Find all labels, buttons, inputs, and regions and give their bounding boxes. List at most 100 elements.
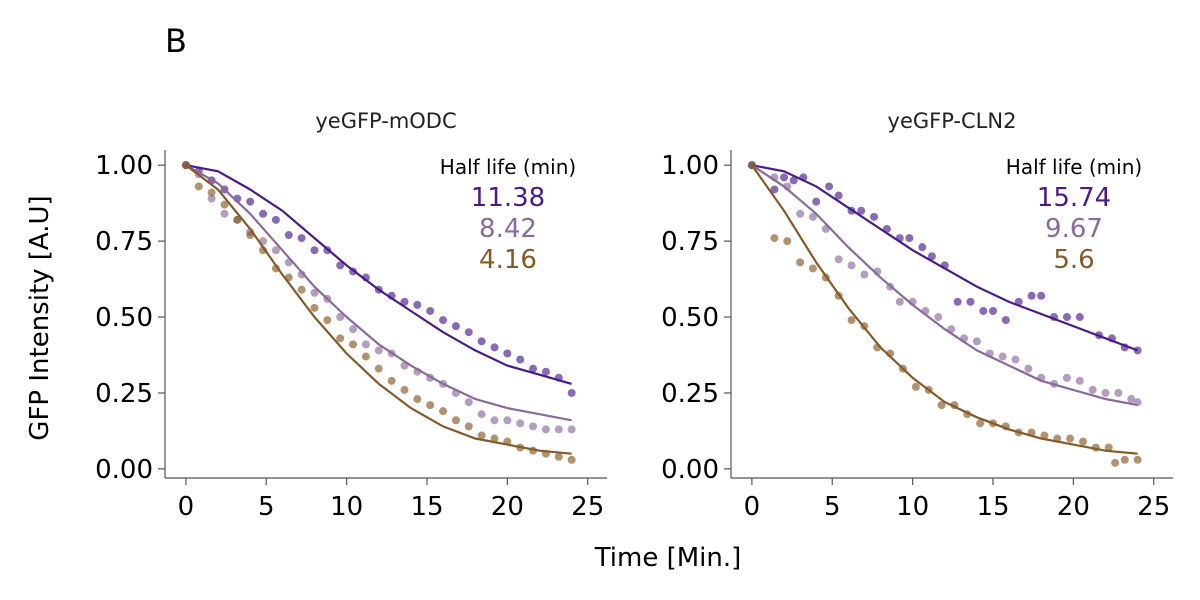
data-point — [516, 355, 525, 364]
data-point — [349, 340, 358, 349]
data-point — [780, 173, 789, 182]
data-point — [857, 206, 866, 215]
chart-title: yeGFP-CLN2 — [888, 109, 1017, 133]
data-point — [770, 234, 779, 243]
data-point — [349, 325, 358, 334]
data-point — [194, 182, 203, 191]
series-3 — [747, 161, 1142, 467]
x-tick-label: 15 — [976, 492, 1009, 522]
fit-curve — [185, 164, 572, 422]
data-point — [1078, 437, 1087, 446]
data-point — [1062, 313, 1071, 322]
x-tick-label: 10 — [330, 492, 363, 522]
data-point — [490, 434, 499, 443]
data-point — [1114, 388, 1123, 397]
data-point — [988, 306, 997, 315]
y-tick-label: 0.00 — [95, 455, 153, 485]
data-point — [541, 367, 550, 376]
data-point — [310, 246, 319, 255]
data-point — [207, 188, 216, 197]
data-point — [976, 419, 985, 428]
data-point — [477, 431, 486, 440]
series-2 — [747, 161, 1142, 407]
fit-curve — [751, 164, 1138, 352]
data-point — [1075, 313, 1084, 322]
data-point — [220, 209, 229, 218]
data-point — [1027, 291, 1036, 300]
data-point — [503, 349, 512, 358]
data-point — [310, 303, 319, 312]
chart-panel-2: yeGFP-CLN2 0 5 10 15 20 25 0.00 0.25 0.50 0.75 1.00… — [661, 109, 1173, 522]
data-point — [770, 185, 779, 194]
half-life-value: 5.6 — [1053, 245, 1094, 275]
data-point — [413, 395, 422, 404]
fit-curve — [185, 164, 572, 455]
data-point — [567, 455, 576, 464]
half-life-title: Half life (min) — [1006, 155, 1142, 179]
data-point — [400, 297, 409, 306]
data-point — [1133, 346, 1142, 355]
data-point — [246, 197, 255, 206]
x-tick-label: 5 — [824, 492, 841, 522]
y-tick-label: 0.25 — [95, 379, 153, 409]
data-point — [1101, 388, 1110, 397]
data-point — [284, 231, 293, 240]
data-point — [464, 398, 473, 407]
x-tick-label: 0 — [178, 492, 195, 522]
data-point — [870, 212, 879, 221]
data-point — [796, 209, 805, 218]
data-point — [220, 200, 229, 209]
data-point — [808, 264, 817, 273]
fit-curve — [185, 164, 572, 385]
data-point — [554, 425, 563, 434]
chart-title: yeGFP-mODC — [315, 109, 456, 133]
data-point — [953, 297, 962, 306]
y-tick-label: 1.00 — [95, 151, 153, 181]
data-point — [400, 385, 409, 394]
data-point — [259, 209, 268, 218]
half-life-value: 9.67 — [1045, 214, 1103, 244]
data-point — [477, 337, 486, 346]
data-point — [297, 234, 306, 243]
half-life-title: Half life (min) — [440, 155, 576, 179]
data-point — [374, 364, 383, 373]
data-point — [529, 422, 538, 431]
data-point — [1127, 395, 1136, 404]
data-point — [1037, 291, 1046, 300]
data-point — [297, 270, 306, 279]
data-point — [1066, 434, 1075, 443]
data-point — [490, 416, 499, 425]
data-point — [911, 382, 920, 391]
data-point — [847, 261, 856, 270]
data-point — [207, 194, 216, 203]
data-point — [972, 337, 981, 346]
x-tick-label: 20 — [1057, 492, 1090, 522]
data-point — [310, 288, 319, 297]
panel-label: B — [165, 22, 187, 60]
data-point — [336, 261, 345, 270]
data-point — [934, 313, 943, 322]
data-point — [1111, 458, 1120, 467]
x-tick-label: 25 — [1137, 492, 1170, 522]
data-point — [979, 306, 988, 315]
chart-panel-1: yeGFP-mODC 0 5 10 15 20 25 0.00 0.25 0.50 0.75 1.00… — [95, 109, 607, 522]
half-life-value: 11.38 — [471, 183, 545, 213]
y-tick-label: 0.25 — [661, 379, 719, 409]
data-point — [860, 270, 869, 279]
data-point — [439, 407, 448, 416]
y-tick-label: 0.50 — [661, 303, 719, 333]
y-tick-label: 0.50 — [95, 303, 153, 333]
data-point — [503, 416, 512, 425]
x-tick-label: 20 — [491, 492, 524, 522]
data-point — [477, 410, 486, 419]
data-point — [451, 416, 460, 425]
data-point — [812, 197, 821, 206]
data-point — [937, 401, 946, 410]
half-life-value: 15.74 — [1037, 183, 1111, 213]
data-point — [905, 234, 914, 243]
series-3 — [181, 161, 576, 464]
data-point — [998, 352, 1007, 361]
data-point — [439, 316, 448, 325]
fit-curve — [751, 164, 1138, 407]
